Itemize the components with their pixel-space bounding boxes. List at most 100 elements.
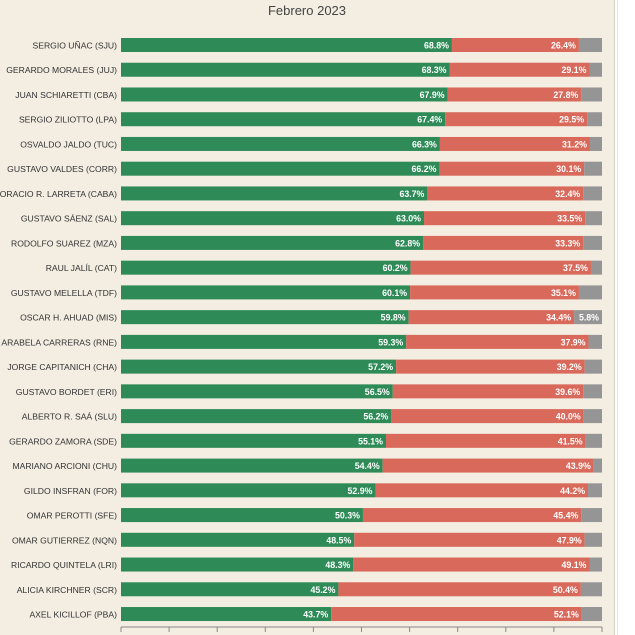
category-label: GUSTAVO MELELLA (TDF)	[11, 288, 117, 298]
bar-segment	[121, 285, 411, 300]
data-label: 32.4%	[555, 189, 580, 199]
bar-segment	[584, 161, 602, 176]
data-label: 5.8%	[579, 313, 599, 323]
bar-segment	[121, 458, 383, 473]
category-label: JORGE CAPITANICH (CHA)	[7, 362, 117, 372]
category-label: ALICIA KIRCHNER (SCR)	[17, 585, 117, 595]
bar-segment	[580, 582, 602, 597]
bar-segment	[121, 483, 376, 498]
bar-segment	[386, 433, 586, 448]
category-label: HORACIO R. LARRETA (CABA)	[0, 189, 117, 199]
scrollbar-strip	[615, 0, 635, 635]
bar-segment	[410, 285, 579, 300]
bar-segment	[354, 532, 585, 547]
bar-segment	[121, 532, 355, 547]
category-label: RICARDO QUINTELA (LRI)	[11, 560, 117, 570]
category-label: RODOLFO SUAREZ (MZA)	[11, 238, 117, 248]
bar-segment	[581, 508, 602, 523]
bar-segment	[581, 87, 602, 102]
data-label: 50.3%	[335, 511, 360, 521]
data-label: 63.7%	[399, 189, 424, 199]
category-label: OMAR GUTIERREZ (NQN)	[12, 535, 117, 545]
bar-segment	[121, 186, 428, 201]
bar-segment	[578, 285, 602, 300]
bar-segment	[574, 310, 602, 325]
bar-segment	[583, 186, 602, 201]
data-label: 52.9%	[347, 486, 372, 496]
data-label: 52.1%	[554, 610, 579, 620]
data-label: 62.8%	[395, 238, 420, 248]
bar-segment	[121, 433, 387, 448]
data-label: 57.2%	[368, 362, 393, 372]
bar-segment	[121, 161, 440, 176]
bar-segment	[589, 136, 602, 151]
data-label: 68.3%	[422, 65, 447, 75]
bar-segment	[585, 211, 602, 226]
data-label: 29.1%	[562, 65, 587, 75]
bar-segment	[439, 136, 590, 151]
data-label: 60.1%	[382, 288, 407, 298]
data-label: 60.2%	[383, 263, 408, 273]
data-label: 37.5%	[563, 263, 588, 273]
bar-segment	[578, 38, 602, 52]
bar-segment	[584, 532, 602, 547]
category-label: MARIANO ARCIONI (CHU)	[12, 461, 117, 471]
data-label: 55.1%	[358, 436, 383, 446]
bar-segment	[408, 310, 575, 325]
bar-segment	[589, 557, 602, 572]
data-label: 66.3%	[412, 139, 437, 149]
bar-segment	[447, 87, 582, 102]
data-label: 29.5%	[559, 115, 584, 125]
category-label: OMAR PEROTTI (SFE)	[27, 511, 117, 521]
bar-segment	[593, 458, 602, 473]
category-label: SERGIO UÑAC (SJU)	[32, 41, 117, 51]
data-label: 26.4%	[551, 41, 576, 51]
category-label: GILDO INSFRAN (FOR)	[24, 486, 117, 496]
category-label: SERGIO ZILIOTTO (LPA)	[19, 115, 117, 125]
data-label: 54.4%	[355, 461, 380, 471]
bar-segment	[583, 409, 602, 424]
data-label: 59.8%	[381, 313, 406, 323]
bar-segment	[121, 557, 354, 572]
bar-segment	[121, 582, 339, 597]
bar-segment	[449, 62, 590, 77]
bar-segment	[375, 483, 589, 498]
data-label: 50.4%	[553, 585, 578, 595]
bar-segment	[121, 112, 446, 127]
data-label: 27.8%	[553, 90, 578, 100]
category-label: GUSTAVO VALDES (CORR)	[7, 164, 117, 174]
bar-segment	[121, 310, 409, 325]
data-label: 48.5%	[326, 535, 351, 545]
data-label: 43.7%	[303, 610, 328, 620]
category-label: GERARDO MORALES (JUJ)	[6, 65, 117, 75]
bar-segment	[439, 161, 585, 176]
data-label: 34.4%	[546, 313, 571, 323]
category-label: OSCAR H. AHUAD (MIS)	[20, 313, 117, 323]
bar-segment	[382, 458, 594, 473]
data-label: 67.4%	[417, 115, 442, 125]
bar-segment	[121, 334, 407, 349]
data-label: 41.5%	[558, 436, 583, 446]
data-label: 43.9%	[566, 461, 591, 471]
data-label: 37.9%	[561, 337, 586, 347]
bar-segment	[121, 62, 450, 77]
data-label: 30.1%	[556, 164, 581, 174]
bar-segment	[121, 260, 411, 275]
bar-segment	[121, 136, 440, 151]
data-label: 40.0%	[556, 412, 581, 422]
bar-segment	[588, 334, 602, 349]
bar-segment	[338, 582, 581, 597]
bar-segment	[392, 384, 584, 399]
data-label: 31.2%	[562, 139, 587, 149]
bar-segment	[588, 483, 602, 498]
category-label: ARABELA CARRERAS (RNE)	[1, 337, 117, 347]
bar-segment	[121, 87, 448, 102]
bar-segment	[427, 186, 584, 201]
bar-segment	[424, 211, 586, 226]
data-label: 48.3%	[325, 560, 350, 570]
data-label: 45.4%	[553, 511, 578, 521]
bar-segment	[121, 235, 424, 250]
bar-segment	[121, 409, 392, 424]
bar-segment	[584, 359, 602, 374]
bar-segment	[451, 38, 579, 52]
